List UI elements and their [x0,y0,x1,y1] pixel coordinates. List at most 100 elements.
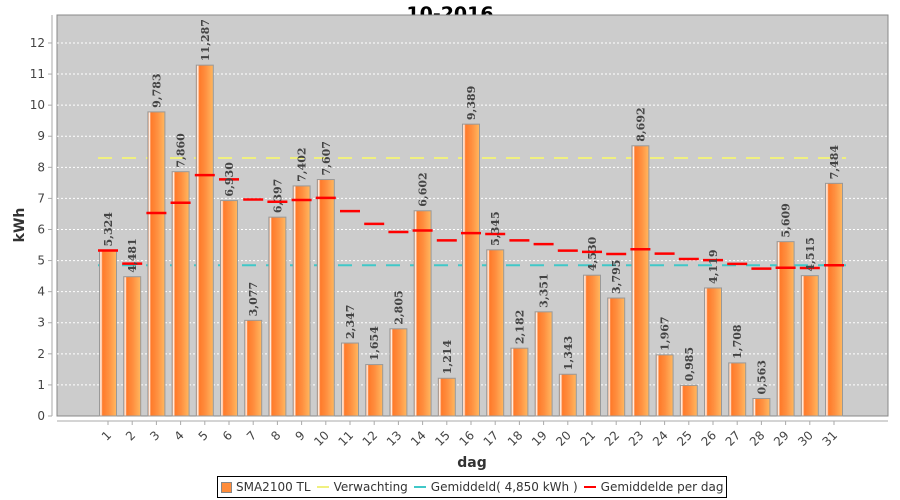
x-tick-label: 19 [529,428,550,449]
legend-swatch-line [413,486,426,488]
legend-item-sma2100: SMA2100 TL [221,480,311,494]
x-tick-label: 21 [577,428,598,449]
y-tick-label: 8 [37,160,45,174]
legend-label: Verwachting [333,480,408,494]
value-label: 1,343 [562,336,575,370]
value-label: 1,708 [731,324,744,359]
y-tick-label: 0 [37,409,45,423]
value-label: 1,214 [441,339,454,374]
legend-item-gemiddeld: Gemiddeld( 4,850 kWh ) [413,480,578,494]
x-tick-label: 16 [456,428,477,449]
legend: SMA2100 TL Verwachting Gemiddeld( 4,850 … [217,476,728,498]
bar-day-20 [558,373,577,417]
bar-day-13 [389,328,408,417]
value-label: 6,602 [417,172,430,206]
x-tick-label: 13 [384,428,405,449]
value-label: 7,860 [175,133,188,168]
x-tick-label: 14 [408,428,429,449]
gridlines [57,42,888,386]
x-tick-label: 23 [626,428,647,449]
value-label: 7,607 [320,141,333,175]
value-label: 7,402 [296,147,309,181]
y-tick-label: 11 [30,67,45,81]
x-tick-label: 7 [244,428,259,443]
x-tick-label: 6 [220,428,235,443]
bar-day-19 [534,311,553,417]
value-label: 4,530 [586,236,599,271]
value-label: 4,119 [707,250,720,284]
legend-label: Gemiddeld( 4,850 kWh ) [430,480,578,494]
value-label: 3,351 [538,273,551,307]
bar-day-17 [486,249,505,417]
x-tick-label: 5 [196,428,211,443]
value-label: 9,389 [465,86,478,120]
legend-swatch-bar [221,481,232,493]
value-label: 5,345 [489,211,502,245]
x-ticks: 1 2 3 4 5 6 7 8 9 10 11 12 13 14 15 16 17 18 19 20 21 22 23 24 2… [99,421,840,449]
value-label: 3,795 [610,260,623,294]
bar-day-3 [147,111,166,417]
value-label: 6,930 [223,162,236,197]
value-label: 3,077 [247,282,260,316]
value-label: 6,397 [271,179,284,213]
value-label: 2,347 [344,305,357,339]
x-tick-label: 28 [747,428,768,449]
value-label: 9,783 [150,73,163,107]
bar-day-21 [583,274,601,417]
x-tick-label: 31 [819,428,840,449]
value-label: 5,324 [102,212,115,247]
x-tick-label: 1 [99,428,114,443]
bar-day-30 [800,275,819,417]
x-tick-label: 3 [147,428,162,443]
legend-swatch-line [316,486,329,488]
x-tick-label: 27 [723,428,744,449]
bar-day-16 [462,123,480,417]
bars [99,64,843,417]
y-tick-label: 1 [37,378,45,392]
bar-day-6 [220,200,238,417]
bar-day-22 [607,297,626,417]
y-tick-label: 2 [37,347,45,361]
x-tick-label: 10 [311,428,332,449]
x-tick-label: 25 [674,428,695,449]
x-tick-label: 8 [268,428,283,443]
bar-day-12 [365,364,384,417]
x-tick-label: 18 [505,428,526,449]
bar-day-7 [244,319,263,417]
x-axis-title: dag [457,455,487,471]
bar-day-15 [437,377,456,417]
x-tick-label: 26 [698,428,719,449]
bar-day-11 [341,342,359,417]
bar-day-8 [268,216,287,417]
bar-day-29 [776,241,795,417]
value-label: 11,287 [199,19,212,61]
x-tick-label: 12 [360,428,381,449]
x-tick-label: 29 [771,428,792,449]
x-tick-label: 15 [432,428,453,449]
x-tick-label: 24 [650,428,671,449]
value-label: 0,985 [683,347,696,381]
bar-day-28 [752,397,771,417]
x-tick-label: 4 [171,428,186,443]
value-label: 7,484 [828,145,841,180]
bar-day-4 [171,171,190,417]
chart-svg: 5,324 4,481 9,783 7,860 11,287 6,930 3,077 6,39… [12,14,889,471]
y-tick-label: 6 [37,222,45,236]
bar-day-23 [631,145,650,417]
bar-day-26 [704,287,722,417]
y-axis-title: kWh [12,208,28,243]
x-tick-label: 20 [553,428,574,449]
value-labels: 5,324 4,481 9,783 7,860 11,287 6,930 3,077 6,39… [102,19,841,394]
bar-day-18 [510,347,529,417]
legend-item-gemiddelde-per-dag: Gemiddelde per dag [583,480,723,494]
bar-day-1 [99,250,117,417]
value-label: 2,805 [392,290,405,324]
x-tick-label: 9 [292,428,307,443]
bar-day-27 [728,362,747,417]
x-tick-label: 11 [335,428,356,449]
y-tick-label: 4 [37,285,45,299]
legend-item-verwachting: Verwachting [316,480,408,494]
value-label: 4,481 [126,238,139,272]
value-label: 8,692 [634,107,647,141]
